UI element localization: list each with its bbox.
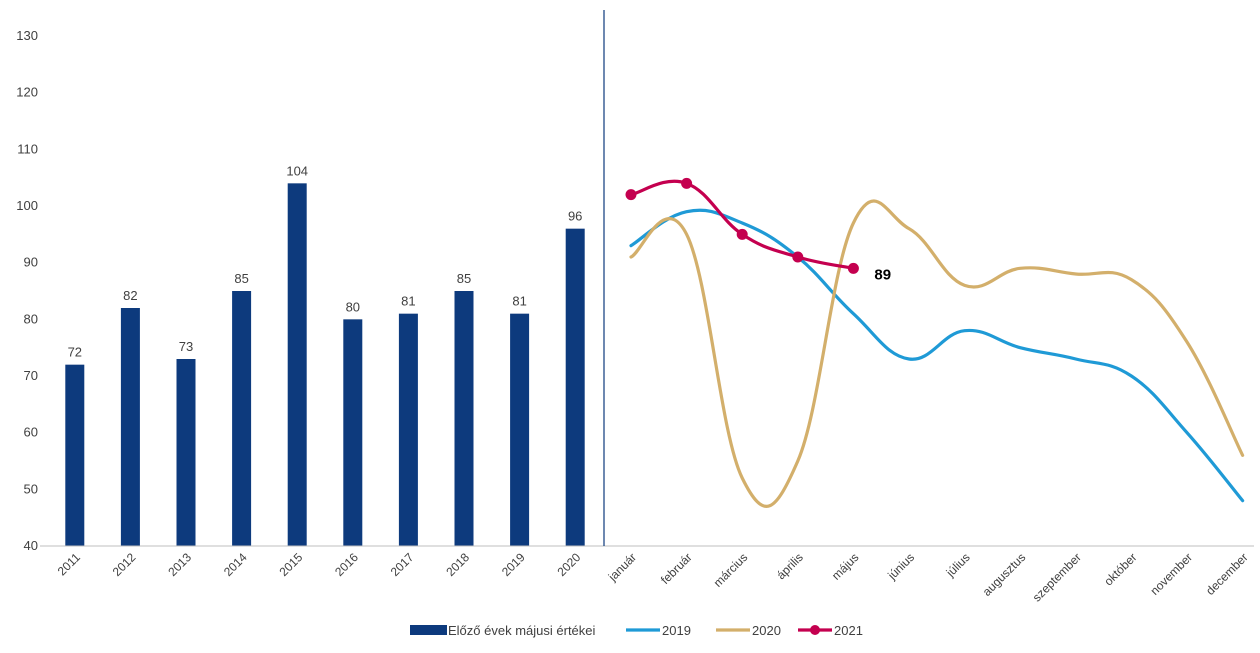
y-tick-label: 90: [24, 255, 38, 270]
bar-2020: [565, 228, 585, 546]
line-2020: [629, 199, 1245, 508]
x-tick-label: december: [1203, 550, 1251, 598]
legend-label: 2019: [662, 623, 691, 638]
legend-label: 2020: [752, 623, 781, 638]
y-tick-label: 110: [17, 141, 38, 156]
x-tick-label: 2011: [55, 550, 83, 578]
y-axis: 40 50 60 70 80 90 100 110 120 130: [16, 28, 38, 553]
x-tick-label: 2015: [277, 550, 306, 579]
y-tick-label: 130: [16, 28, 38, 43]
x-tick-label: február: [658, 550, 695, 587]
bar-value-label: 81: [512, 294, 526, 309]
line-series: 89: [625, 177, 1245, 508]
x-tick-label: 2013: [165, 550, 194, 579]
x-tick-label: 2018: [443, 550, 472, 579]
bar-value-label: 81: [401, 294, 415, 309]
bar-2018: [454, 291, 474, 546]
bar-value-label: 96: [568, 209, 582, 224]
y-tick-label: 100: [16, 198, 38, 213]
legend-label: 2021: [834, 623, 863, 638]
x-tick-label: 2019: [499, 550, 528, 579]
x-tick-label: március: [711, 550, 751, 590]
bar-series: [65, 183, 585, 547]
x-tick-label: június: [884, 550, 917, 583]
x-tick-label: 2014: [221, 550, 250, 579]
bar-2014: [232, 291, 252, 546]
point-2021: [681, 177, 693, 189]
x-tick-label: május: [829, 550, 862, 583]
y-tick-label: 80: [24, 311, 38, 326]
bar-value-label: 104: [286, 163, 308, 178]
point-2021: [792, 251, 804, 263]
bar-value-label: 72: [68, 345, 82, 360]
y-tick-label: 120: [16, 85, 38, 100]
x-tick-label: 2017: [388, 550, 417, 579]
x-tick-label: november: [1147, 550, 1195, 598]
bar-value-label: 73: [179, 339, 193, 354]
line-2019: [629, 208, 1245, 503]
bar-2012: [120, 308, 140, 546]
legend-swatch-marker: [810, 625, 820, 635]
bar-value-label: 85: [234, 271, 248, 286]
x-tick-label: augusztus: [980, 550, 1029, 599]
bar-value-label: 85: [457, 271, 471, 286]
x-tick-label: április: [774, 550, 806, 582]
bar-2016: [343, 319, 363, 546]
y-tick-label: 50: [24, 481, 38, 496]
line-2021: [629, 179, 855, 270]
point-2021: [736, 228, 748, 240]
bar-data-labels: 72 82 73 85 104 80 81 85 81 96: [68, 163, 583, 359]
x-axis: 2011 2012 2013 2014 2015 2016 2017 2018 2019 2020…: [40, 545, 1254, 604]
bar-value-label: 82: [123, 288, 137, 303]
legend-label: Előző évek májusi értékei: [448, 623, 596, 638]
y-tick-label: 70: [24, 368, 38, 383]
y-tick-label: 60: [24, 425, 38, 440]
x-tick-label: 2020: [555, 550, 584, 579]
bar-2019: [510, 313, 530, 546]
x-tick-label: január: [605, 550, 639, 584]
end-value-label: 89: [874, 266, 891, 283]
x-tick-label: július: [943, 550, 973, 580]
point-2021: [847, 262, 859, 274]
legend-swatch-bar: [410, 625, 447, 635]
bar-2013: [176, 359, 196, 546]
bar-2015: [287, 183, 307, 547]
point-2021: [625, 189, 637, 201]
x-tick-label: 2012: [110, 550, 139, 579]
bar-value-label: 80: [346, 299, 360, 314]
x-tick-label: október: [1101, 550, 1139, 588]
y-tick-label: 40: [24, 538, 38, 553]
bar-2011: [65, 364, 85, 546]
legend: Előző évek májusi értékei 2019 2020 2021: [410, 623, 863, 638]
x-tick-label: 2016: [332, 550, 361, 579]
bar-2017: [398, 313, 418, 546]
x-tick-label: szeptember: [1030, 550, 1084, 604]
